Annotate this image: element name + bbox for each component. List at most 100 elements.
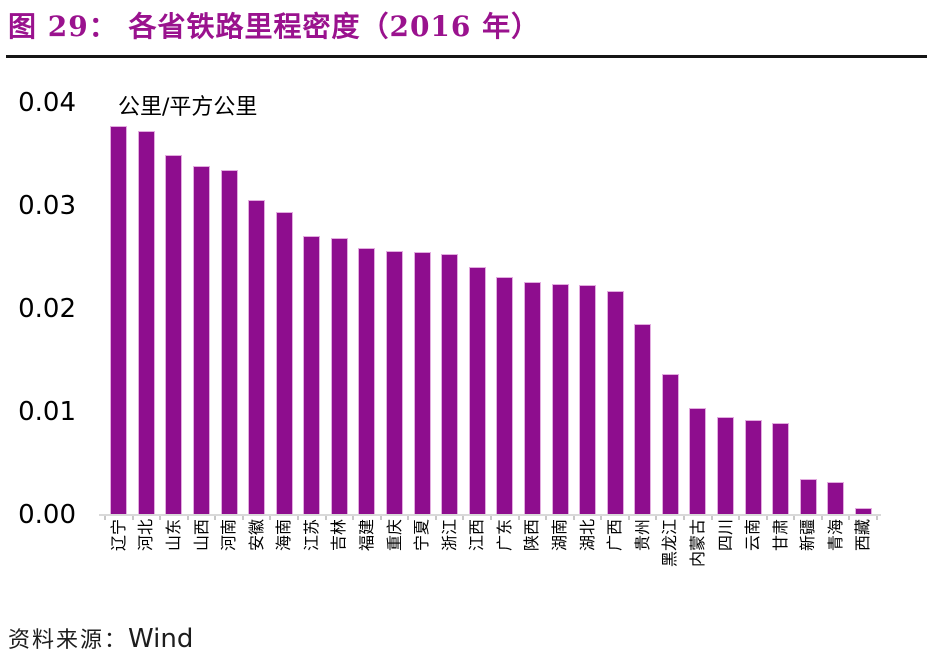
x-axis-tick: [710, 516, 713, 520]
bar-slot: [298, 103, 326, 515]
x-label-slot: 陕西: [519, 519, 547, 611]
bar-江苏: [304, 236, 320, 515]
bar-slot: [629, 103, 657, 515]
bar-slot: [519, 103, 547, 515]
x-axis-label-广东: 广东: [494, 519, 514, 552]
x-axis-label-新疆: 新疆: [798, 519, 818, 552]
x-label-slot: 山东: [160, 519, 188, 611]
bar-slot: [188, 103, 216, 515]
x-axis-tick: [407, 516, 410, 520]
x-label-slot: 福建: [353, 519, 381, 611]
x-label-slot: 广东: [491, 519, 519, 611]
bar-slot: [739, 103, 767, 515]
x-label-slot: 云南: [739, 519, 767, 611]
x-axis-tick: [434, 516, 437, 520]
x-axis-tick: [600, 516, 603, 520]
y-tick-label-0.03: 0.03: [18, 191, 76, 221]
x-axis-label-重庆: 重庆: [384, 519, 404, 552]
bar-slot: [657, 103, 685, 515]
bar-slot: [353, 103, 381, 515]
x-label-slot: 重庆: [381, 519, 409, 611]
bar-slot: [160, 103, 188, 515]
bar-slot: [408, 103, 436, 515]
bar-slot: [822, 103, 850, 515]
x-axis-label-浙江: 浙江: [439, 519, 459, 552]
bar-湖北: [580, 286, 596, 515]
bar-新疆: [800, 480, 816, 515]
x-label-slot: 吉林: [326, 519, 354, 611]
x-axis-label-甘肃: 甘肃: [770, 519, 790, 552]
x-axis-tick: [848, 516, 851, 520]
bar-slot: [601, 103, 629, 515]
bar-slot: [491, 103, 519, 515]
bar-内蒙古: [690, 408, 706, 515]
x-axis-label-广西: 广西: [605, 519, 625, 552]
bar-吉林: [331, 239, 347, 515]
x-axis-label-海南: 海南: [274, 519, 294, 552]
bar-海南: [276, 213, 292, 515]
y-tick-label-0.04: 0.04: [18, 88, 76, 118]
x-label-slot: 河北: [133, 519, 161, 611]
x-label-slot: 内蒙古: [684, 519, 712, 611]
bar-甘肃: [773, 424, 789, 515]
bar-slot: [464, 103, 492, 515]
y-tick-label-0.02: 0.02: [18, 294, 76, 324]
y-tick-label-0.00: 0.00: [18, 500, 76, 530]
bar-slot: [712, 103, 740, 515]
x-axis-tick: [490, 516, 492, 520]
title-divider-rule: [6, 55, 927, 58]
bar-河北: [138, 131, 154, 515]
bar-湖南: [552, 285, 568, 515]
x-axis-labels: 辽宁 河北 山东 山西 河南 安徽 海南 江苏 吉林 福建 重庆 宁夏 浙江 江西 广东 陕西 湖南 湖北 广西 贵州…: [105, 519, 877, 611]
x-axis-label-宁夏: 宁夏: [412, 519, 432, 552]
x-label-slot: 江苏: [298, 519, 326, 611]
x-axis-tick: [545, 516, 548, 520]
x-axis-line: [99, 514, 881, 516]
x-axis-tick: [297, 516, 299, 520]
x-label-slot: 西藏: [850, 519, 878, 611]
x-axis-tick: [186, 516, 189, 520]
x-axis-label-四川: 四川: [715, 519, 735, 552]
figure-title: 图 29： 各省铁路里程密度（2016 年）: [8, 10, 541, 43]
x-axis-tick: [572, 516, 575, 520]
x-axis-label-云南: 云南: [743, 519, 763, 552]
x-axis-label-吉林: 吉林: [329, 519, 349, 552]
x-axis-tick: [517, 516, 520, 520]
x-label-slot: 甘肃: [767, 519, 795, 611]
bar-山东: [166, 155, 182, 515]
x-label-slot: 四川: [712, 519, 740, 611]
bar-江西: [469, 267, 485, 515]
x-label-slot: 安徽: [243, 519, 271, 611]
x-label-slot: 辽宁: [105, 519, 133, 611]
x-label-slot: 海南: [270, 519, 298, 611]
bar-山西: [194, 166, 210, 515]
x-axis-label-安徽: 安徽: [246, 519, 266, 552]
bar-slot: [850, 103, 878, 515]
x-axis-tick: [131, 516, 134, 520]
x-axis-label-湖南: 湖南: [550, 519, 570, 552]
bar-安徽: [249, 200, 265, 515]
x-axis-label-陕西: 陕西: [522, 519, 542, 552]
x-axis-label-江西: 江西: [467, 519, 487, 552]
x-axis-tick: [269, 516, 272, 520]
bar-slot: [794, 103, 822, 515]
x-axis-label-青海: 青海: [825, 519, 845, 552]
bar-河南: [221, 171, 237, 515]
x-axis-label-山西: 山西: [191, 519, 211, 552]
bar-陕西: [524, 283, 540, 515]
x-axis-label-内蒙古: 内蒙古: [687, 519, 707, 568]
bar-slot: [574, 103, 602, 515]
x-label-slot: 宁夏: [408, 519, 436, 611]
x-axis-label-河南: 河南: [219, 519, 239, 552]
bar-云南: [745, 421, 761, 515]
source-value: Wind: [128, 624, 194, 654]
x-axis-label-黑龙江: 黑龙江: [660, 519, 680, 568]
x-axis-tick: [104, 516, 106, 520]
x-label-slot: 河南: [215, 519, 243, 611]
x-axis-label-江苏: 江苏: [301, 519, 321, 552]
bar-宁夏: [414, 253, 430, 515]
bar-贵州: [635, 324, 651, 515]
bar-黑龙江: [662, 374, 678, 515]
